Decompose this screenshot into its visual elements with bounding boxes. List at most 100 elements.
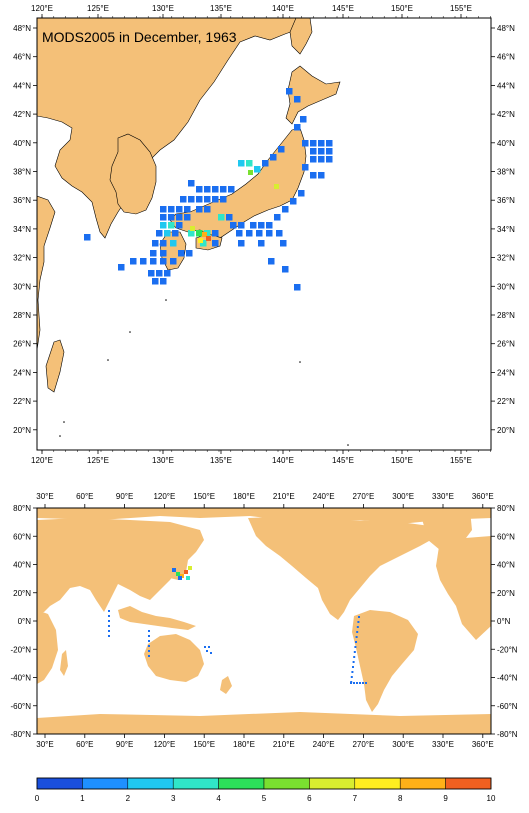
data-cell: [274, 214, 281, 221]
colorbar-label: 10: [487, 794, 496, 803]
colorbar-segment: [309, 777, 356, 790]
global-lon-label-top: 360°E: [472, 492, 494, 501]
lat-label-right: 38°N: [497, 168, 515, 177]
data-cell: [298, 190, 305, 197]
global-land: [37, 508, 491, 734]
data-cell: [318, 172, 325, 179]
data-cell-global: [358, 616, 360, 618]
data-cell: [318, 140, 325, 147]
map-title: MODS2005 in December, 1963: [42, 29, 237, 45]
global-lon-label-bottom: 120°E: [153, 740, 175, 749]
global-lon-label-top: 60°E: [76, 492, 93, 501]
data-cell: [164, 230, 171, 237]
colorbar-label: 3: [171, 794, 176, 803]
data-cell-global: [355, 641, 357, 643]
data-cell-global: [353, 682, 355, 684]
antarctica: [37, 712, 491, 734]
data-cell: [176, 222, 183, 229]
global-lon-label-bottom: 240°E: [313, 740, 335, 749]
hokkaido: [285, 65, 341, 125]
data-cell: [318, 148, 325, 155]
data-cell-global: [359, 682, 361, 684]
data-cell: [150, 250, 157, 257]
data-cell: [160, 214, 167, 221]
lat-label-left: 34°N: [13, 225, 31, 234]
data-cell: [236, 230, 243, 237]
data-cell-global: [353, 651, 356, 653]
data-cell: [212, 186, 219, 193]
global-lon-label-bottom: 330°E: [432, 740, 454, 749]
data-cell: [230, 222, 237, 229]
global-lat-label-left: 80°N: [13, 504, 31, 513]
data-cell: [310, 172, 317, 179]
colorbar-label: 6: [307, 794, 312, 803]
data-cell: [160, 250, 167, 257]
colorbar-segment: [354, 777, 401, 790]
global-lat-label-left: 20°N: [13, 589, 31, 598]
data-cell-global: [350, 676, 353, 678]
lat-label-left: 20°N: [13, 426, 31, 435]
lat-label-right: 28°N: [497, 311, 515, 320]
madagascar: [60, 650, 68, 676]
global-lon-label-bottom: 270°E: [352, 740, 374, 749]
lat-label-right: 46°N: [497, 53, 515, 62]
data-cell: [188, 196, 195, 203]
colorbar-label: 5: [262, 794, 267, 803]
lat-label-left: 22°N: [13, 397, 31, 406]
europe-africa-east: [436, 536, 491, 640]
global-lat-label-left: 40°N: [13, 561, 31, 570]
data-cell: [200, 240, 207, 247]
colorbar-label: 1: [80, 794, 85, 803]
data-cell-global: [148, 640, 150, 642]
global-lon-label-bottom: 360°E: [472, 740, 494, 749]
data-cell: [254, 166, 261, 173]
global-lat-label-left: -60°N: [10, 702, 31, 711]
global-lon-label-bottom: 150°E: [193, 740, 215, 749]
data-cell: [218, 214, 225, 221]
data-cell-global: [351, 671, 354, 673]
colorbar-label: 2: [126, 794, 131, 803]
data-cell-global: [148, 635, 150, 637]
data-cell-global: [108, 610, 110, 612]
global-axis-ticks: 30°E 30°E 60°E 60°E 90°E 90°E 120°E 120°E 150°E 1…: [10, 492, 517, 749]
lat-label-right: 20°N: [497, 426, 515, 435]
data-cell-global: [108, 630, 110, 632]
global-lat-label-right: 20°N: [497, 589, 515, 598]
lon-label-bottom: 145°E: [332, 456, 354, 465]
data-cell-global: [206, 650, 208, 652]
data-cell-global: [352, 661, 355, 663]
lat-label-left: 48°N: [13, 24, 31, 33]
island-dot: [165, 299, 167, 301]
data-cell-global: [204, 646, 206, 648]
data-cell: [294, 124, 301, 131]
global-lat-label-right: -40°N: [497, 674, 518, 683]
colorbar-segment: [82, 777, 129, 790]
island-dot: [59, 435, 61, 437]
colorbar-frame: [36, 777, 492, 790]
data-cell: [212, 196, 219, 203]
global-lat-label-left: -20°N: [10, 645, 31, 654]
global-lon-label-bottom: 30°E: [36, 740, 53, 749]
eurasia: [37, 518, 204, 614]
data-cell: [326, 156, 333, 163]
data-cell-global: [108, 620, 110, 622]
global-lat-label-left: 0°N: [18, 617, 32, 626]
data-cell-hot: [190, 226, 195, 231]
data-cell: [280, 240, 287, 247]
data-cell: [118, 264, 125, 271]
lat-label-right: 48°N: [497, 24, 515, 33]
data-cell: [250, 222, 257, 229]
data-cell: [310, 140, 317, 147]
data-cell-global: [148, 630, 150, 632]
data-cell: [172, 230, 179, 237]
data-cell: [302, 140, 309, 147]
colorbar-label: 4: [216, 794, 221, 803]
lat-label-left: 42°N: [13, 110, 31, 119]
africa: [37, 610, 58, 684]
data-cell-global: [355, 636, 358, 638]
data-cell-hot: [274, 184, 279, 189]
data-cell-global: [178, 576, 182, 580]
data-cell: [310, 148, 317, 155]
lat-label-left: 30°N: [13, 282, 31, 291]
global-lon-label-top: 330°E: [432, 492, 454, 501]
